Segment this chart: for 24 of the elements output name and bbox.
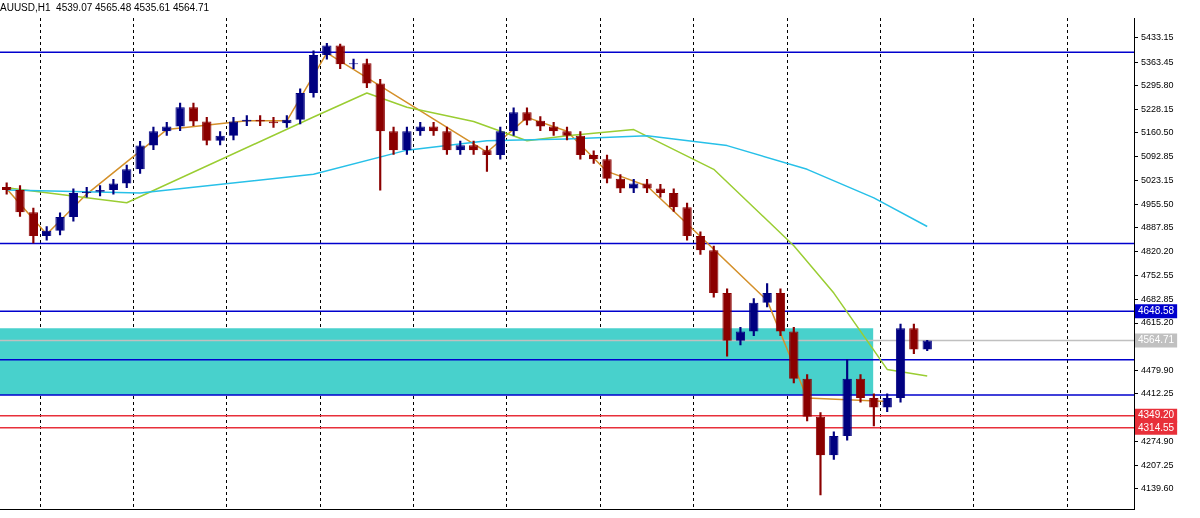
- y-tick-label: 4139.60: [1141, 483, 1174, 494]
- y-tick-label: 4752.55: [1141, 269, 1174, 280]
- y-tick-label: 5363.45: [1141, 56, 1174, 67]
- y-tick-label: 5160.50: [1141, 127, 1174, 138]
- y-tick-label: 4615.20: [1141, 317, 1174, 328]
- y-tick-label: 5023.15: [1141, 175, 1174, 186]
- y-tick-label: 4412.25: [1141, 388, 1174, 399]
- y-tick-label: 5295.80: [1141, 80, 1174, 91]
- y-tick-label: 4820.20: [1141, 246, 1174, 257]
- y-tick-label: 4479.90: [1141, 364, 1174, 375]
- y-tick-label: 4207.25: [1141, 459, 1174, 470]
- chart-title: AUUSD,H1 4539.07 4565.48 4535.61 4564.71: [0, 1, 210, 13]
- ref-line-label: 4648.58: [1138, 305, 1175, 317]
- ref-line-label: 4349.20: [1138, 409, 1175, 421]
- y-tick-label: 4274.90: [1141, 436, 1174, 447]
- ref-line-label: 4564.71: [1138, 334, 1175, 346]
- y-tick-label: 4887.85: [1141, 222, 1174, 233]
- y-tick-label: 5092.85: [1141, 150, 1174, 161]
- ref-line-label: 4314.55: [1138, 421, 1175, 433]
- candlestick: [268, 117, 279, 128]
- y-tick-label: 4955.50: [1141, 198, 1174, 209]
- y-tick-label: 5433.15: [1141, 32, 1174, 43]
- y-tick-label: 4682.85: [1141, 293, 1174, 304]
- y-tick-label: 5228.15: [1141, 103, 1174, 114]
